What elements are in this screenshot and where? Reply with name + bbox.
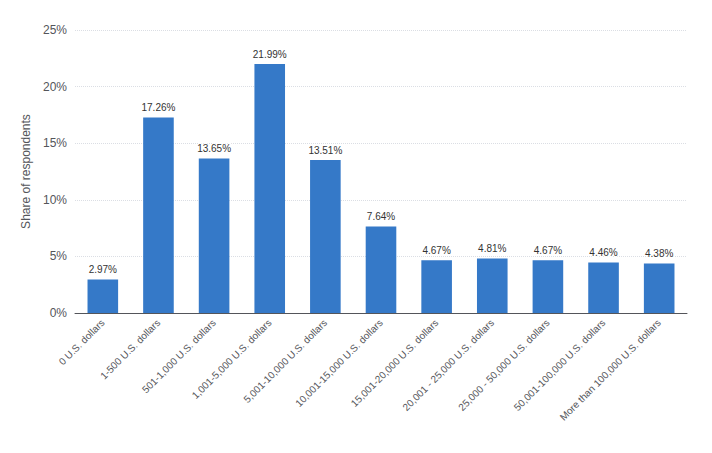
svg-text:501-1,000 U.S. dollars: 501-1,000 U.S. dollars [139, 317, 218, 396]
svg-text:1-500 U.S. dollars: 1-500 U.S. dollars [98, 317, 162, 381]
svg-text:50,001-100,000 U.S. dollars: 50,001-100,000 U.S. dollars [512, 317, 608, 413]
svg-text:20,001 - 25,000 U.S. dollars: 20,001 - 25,000 U.S. dollars [400, 317, 496, 413]
svg-text:4.38%: 4.38% [645, 248, 673, 259]
svg-text:5%: 5% [50, 249, 68, 263]
svg-text:25,000 - 50,000 U.S. dollars: 25,000 - 50,000 U.S. dollars [456, 317, 552, 413]
svg-text:13.65%: 13.65% [197, 143, 231, 154]
svg-text:4.81%: 4.81% [478, 243, 506, 254]
svg-text:25%: 25% [43, 23, 67, 37]
svg-text:Share of respondents: Share of respondents [19, 114, 33, 229]
svg-text:4.67%: 4.67% [534, 245, 562, 256]
svg-text:17.26%: 17.26% [141, 102, 175, 113]
svg-text:10%: 10% [43, 193, 67, 207]
svg-text:15%: 15% [43, 136, 67, 150]
svg-text:15,001-20,000 U.S. dollars: 15,001-20,000 U.S. dollars [349, 317, 441, 409]
svg-text:13.51%: 13.51% [308, 145, 342, 156]
svg-text:21.99%: 21.99% [253, 49, 287, 60]
svg-text:4.67%: 4.67% [422, 245, 450, 256]
svg-text:0 U.S. dollars: 0 U.S. dollars [57, 317, 107, 367]
svg-text:More than 100,000 U.S. dollars: More than 100,000 U.S. dollars [558, 317, 664, 423]
svg-text:20%: 20% [43, 80, 67, 94]
svg-text:5,001-10,000 U.S. dollars: 5,001-10,000 U.S. dollars [241, 317, 330, 405]
svg-text:10,001-15,000 U.S. dollars: 10,001-15,000 U.S. dollars [293, 317, 385, 409]
svg-text:0%: 0% [50, 306, 68, 320]
svg-text:2.97%: 2.97% [89, 264, 117, 275]
svg-text:1,001-5,000 U.S. dollars: 1,001-5,000 U.S. dollars [189, 317, 274, 401]
svg-text:4.46%: 4.46% [589, 247, 617, 258]
svg-text:7.64%: 7.64% [367, 211, 395, 222]
